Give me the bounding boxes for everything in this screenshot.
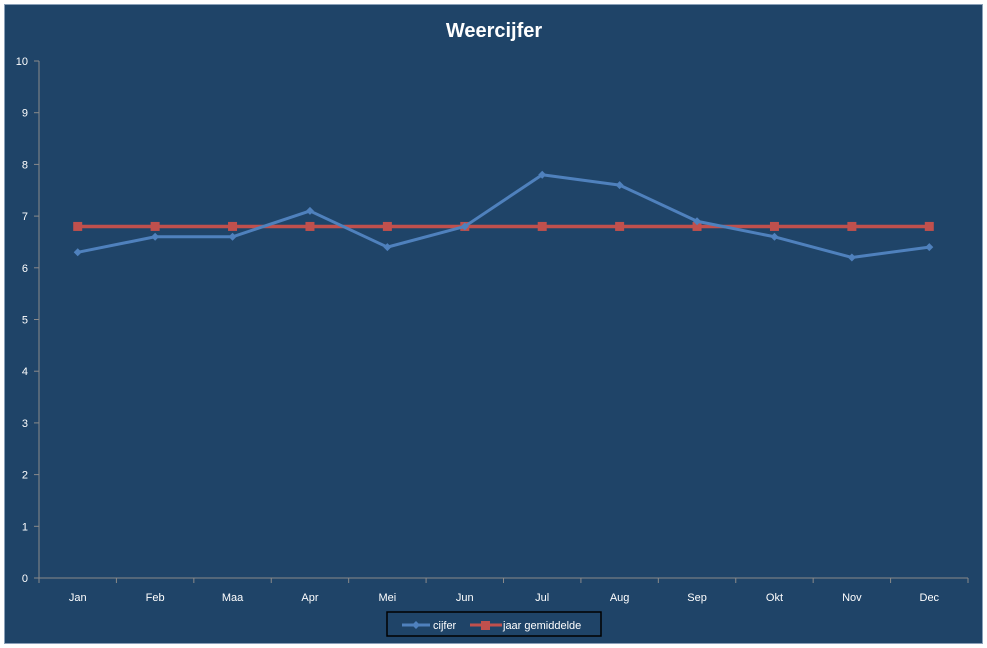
- y-tick-label: 1: [22, 521, 28, 533]
- y-tick-label: 3: [22, 418, 28, 430]
- legend-marker-jaar-gemiddelde: [481, 621, 490, 630]
- x-tick-label: Sep: [687, 592, 707, 604]
- data-point: [693, 217, 702, 226]
- y-tick-label: 2: [22, 470, 28, 482]
- data-point: [305, 221, 315, 231]
- data-point: [382, 221, 392, 231]
- data-point: [615, 181, 624, 190]
- legend-box: [386, 611, 602, 637]
- data-point: [460, 222, 469, 231]
- data-point: [150, 221, 160, 231]
- data-point: [73, 221, 83, 231]
- y-tick-label: 8: [22, 159, 28, 171]
- y-tick-label: 6: [22, 263, 28, 275]
- x-tick-label: Jan: [69, 592, 87, 604]
- chart-area: [4, 4, 983, 644]
- data-point: [537, 221, 547, 231]
- data-point: [615, 221, 625, 231]
- x-tick-label: Jul: [535, 592, 549, 604]
- data-point: [692, 221, 702, 231]
- x-tick-label: Apr: [301, 592, 318, 604]
- series-layer: [73, 170, 934, 262]
- series-cijfer: [73, 170, 934, 262]
- x-tick-label: Okt: [766, 592, 783, 604]
- data-point: [228, 221, 238, 231]
- x-tick-label: Dec: [920, 592, 940, 604]
- y-tick-label: 9: [22, 108, 28, 120]
- x-tick-label: Mei: [379, 592, 397, 604]
- data-point: [847, 221, 857, 231]
- series-line: [77, 173, 930, 259]
- legend-label-jaar-gemiddelde: jaar gemiddelde: [502, 620, 581, 632]
- data-point: [228, 232, 237, 241]
- data-point: [847, 253, 856, 262]
- y-tick-label: 7: [22, 211, 28, 223]
- y-tick-label: 10: [16, 56, 28, 68]
- x-tick-label: Nov: [842, 592, 862, 604]
- axes: 0 1 2 3 4 5 6 7 8 9 10 Jan Feb Maa Apr Mei Jun Jul Aug Sep O…: [16, 56, 969, 604]
- data-point: [305, 206, 314, 215]
- data-point: [383, 243, 392, 252]
- y-tick-label: 5: [22, 315, 28, 327]
- y-tick-label: 4: [22, 366, 28, 378]
- x-tick-label: Aug: [610, 592, 630, 604]
- legend[interactable]: cijfer jaar gemiddelde: [386, 611, 602, 637]
- data-point: [151, 232, 160, 241]
- data-point: [769, 221, 779, 231]
- data-point: [770, 232, 779, 241]
- data-point: [73, 248, 82, 257]
- data-point: [538, 170, 547, 179]
- x-tick-label: Maa: [222, 592, 244, 604]
- y-tick-label: 0: [22, 573, 28, 585]
- data-point: [924, 221, 934, 231]
- x-tick-label: Feb: [146, 592, 165, 604]
- x-tick-label: Jun: [456, 592, 474, 604]
- data-point: [925, 243, 934, 252]
- legend-label-cijfer: cijfer: [433, 620, 457, 632]
- series-jaar-gemiddelde: [73, 221, 934, 231]
- legend-marker-cijfer: [412, 621, 420, 629]
- chart-title: Weercijfer: [446, 20, 543, 42]
